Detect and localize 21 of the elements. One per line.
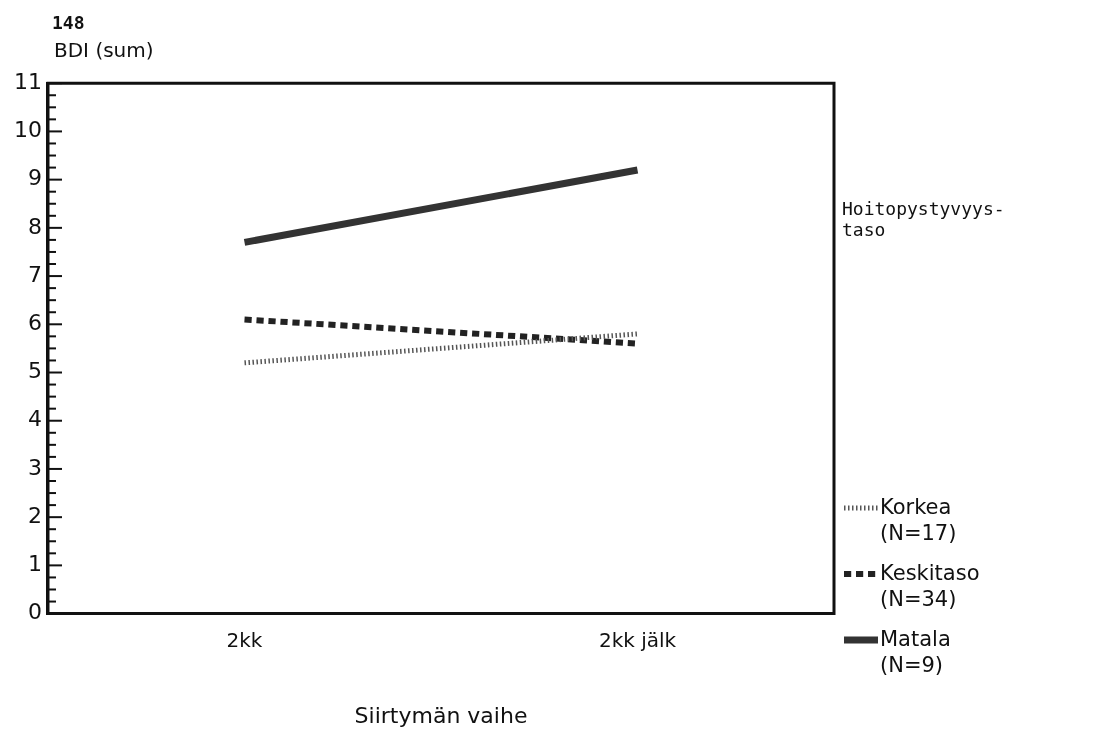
y-tick-label: 0 — [27, 599, 42, 625]
y-tick-label: 1 — [27, 551, 42, 577]
y-tick-label: 7 — [27, 261, 42, 287]
y-tick-label: 10 — [13, 117, 42, 143]
legend-title: Hoitopystyvyys-taso — [842, 198, 1006, 240]
y-tick-label: 6 — [27, 310, 42, 336]
x-tick-label: 2kk — [226, 627, 263, 652]
y-tick-label: 11 — [13, 68, 42, 94]
y-tick-label: 2 — [27, 502, 42, 528]
y-axis-title: BDI (sum) — [54, 38, 154, 62]
x-tick-label: 2kk jälk — [598, 627, 677, 652]
y-tick-label: 9 — [27, 165, 42, 191]
legend-label: Keskitaso (N=34) — [880, 560, 980, 612]
legend-label: Matala (N=9) — [880, 626, 951, 678]
y-tick-label: 4 — [27, 406, 42, 432]
x-axis-title: Siirtymän vaihe — [354, 702, 528, 728]
y-tick-label: 3 — [27, 454, 42, 480]
y-tick-label: 8 — [27, 213, 42, 239]
text: 148 — [52, 12, 85, 33]
legend-label: Korkea (N=17) — [880, 494, 957, 546]
y-tick-label: 5 — [27, 358, 42, 384]
